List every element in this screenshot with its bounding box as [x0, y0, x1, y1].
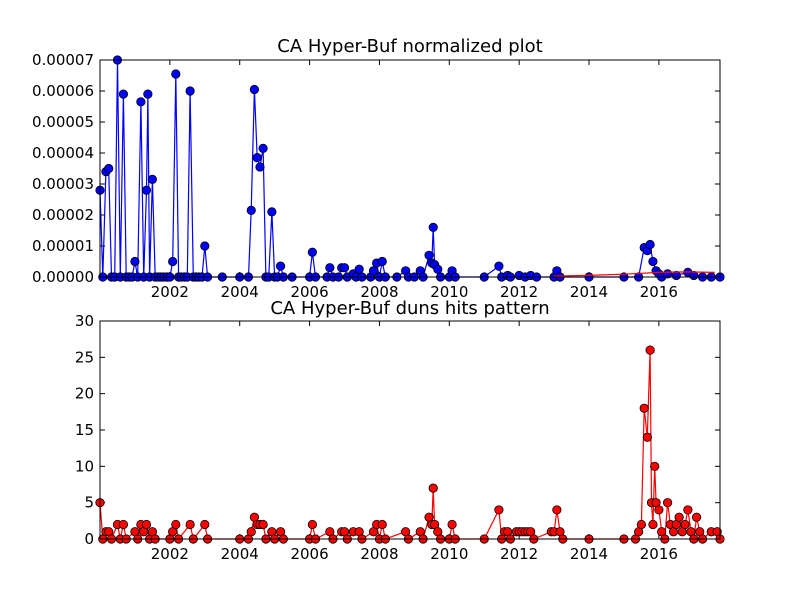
data-point	[118, 519, 129, 530]
duns-hits-frame	[99, 320, 721, 540]
duns-hits-chart: CA Hyper-Buf duns hits pattern 0 5 10 15 20 2…	[75, 298, 725, 563]
x-tick-label: 2010	[430, 283, 468, 301]
data-point	[645, 239, 655, 250]
data-point	[680, 519, 690, 530]
data-point	[447, 519, 457, 530]
duns-hits-area	[95, 345, 725, 544]
data-point	[252, 153, 262, 163]
data-point	[171, 69, 181, 79]
data-point	[325, 263, 335, 273]
normalized-plot-frame	[99, 59, 721, 278]
data-point	[339, 263, 350, 273]
data-point	[663, 498, 673, 508]
x-tick-label: 2016	[640, 545, 678, 563]
data-point	[689, 270, 699, 281]
data-point	[691, 512, 702, 522]
duns-hits-title: CA Hyper-Buf duns hits pattern	[270, 298, 549, 319]
normalized-plot-chart: CA Hyper-Buf normalized plot 0.000000.00…	[32, 36, 725, 301]
x-tick-label: 2008	[360, 545, 398, 563]
data-point	[552, 505, 562, 515]
data-point	[307, 247, 317, 257]
duns-hits-ticks: 0 5 10 15 20 25 30 2002 2004 2006 2008 2010 2012 2014…	[75, 312, 720, 563]
data-point	[424, 250, 434, 260]
data-point	[654, 505, 664, 515]
x-tick-label: 2014	[570, 545, 608, 563]
data-point	[642, 432, 652, 442]
y-tick-label: 0.00000	[32, 268, 94, 286]
data-point	[275, 261, 286, 271]
y-tick-label: 0.00002	[32, 206, 94, 224]
data-point	[185, 519, 195, 530]
data-point	[650, 461, 660, 471]
x-tick-label: 2014	[570, 283, 608, 301]
data-point	[258, 143, 268, 153]
x-tick-label: 2016	[640, 283, 678, 301]
y-tick-label: 20	[75, 385, 94, 403]
data-point	[428, 222, 438, 232]
data-point	[258, 519, 268, 530]
normalized-plot-title: CA Hyper-Buf normalized plot	[277, 36, 542, 57]
data-point	[141, 519, 152, 530]
data-point	[168, 256, 178, 267]
y-tick-label: 0.00005	[32, 113, 94, 131]
data-point	[645, 345, 655, 355]
data-point	[200, 241, 210, 251]
x-tick-label: 2004	[221, 545, 259, 563]
y-tick-label: 0.00006	[32, 82, 94, 100]
data-point	[246, 527, 256, 537]
x-tick-label: 2006	[290, 283, 328, 301]
data-point	[674, 512, 684, 522]
y-tick-label: 25	[75, 348, 94, 366]
data-point	[246, 205, 256, 215]
y-tick-label: 5	[84, 494, 94, 512]
y-tick-label: 10	[75, 457, 94, 475]
data-point	[639, 403, 649, 413]
x-tick-label: 2006	[290, 545, 328, 563]
data-point	[200, 519, 210, 530]
data-point	[354, 264, 364, 274]
y-tick-label: 0.00003	[32, 175, 94, 193]
data-point	[648, 256, 658, 267]
data-point	[255, 162, 265, 172]
data-point	[147, 174, 157, 184]
x-tick-label: 2008	[360, 283, 398, 301]
x-tick-label: 2004	[221, 283, 259, 301]
y-tick-label: 0.00007	[32, 51, 94, 69]
x-tick-label: 2002	[151, 545, 189, 563]
data-point	[377, 519, 387, 530]
data-point	[671, 270, 681, 281]
y-tick-label: 30	[75, 312, 94, 330]
data-point	[118, 89, 129, 99]
data-point	[368, 266, 379, 276]
y-tick-label: 0	[84, 530, 94, 548]
data-point	[494, 261, 504, 271]
data-point	[141, 185, 152, 195]
x-tick-label: 2012	[500, 545, 538, 563]
data-point	[636, 519, 647, 530]
y-tick-label: 0.00001	[32, 237, 94, 255]
data-point	[104, 163, 114, 174]
data-point	[267, 207, 277, 217]
data-point	[648, 519, 658, 530]
data-point	[433, 264, 443, 274]
data-point	[185, 86, 195, 96]
y-tick-label: 0.00004	[32, 144, 94, 162]
trend-line	[554, 271, 715, 277]
data-point	[249, 84, 259, 95]
y-tick-label: 15	[75, 421, 94, 439]
x-tick-label: 2010	[430, 545, 468, 563]
data-point	[171, 519, 181, 530]
data-point	[143, 89, 153, 99]
data-point	[130, 256, 140, 267]
data-point	[428, 483, 438, 493]
data-point	[494, 505, 504, 515]
normalized-plot-ticks: 0.00000 0.00001 0.00002 0.00003 0.00004 0.000…	[32, 51, 720, 301]
data-point	[683, 505, 693, 515]
data-point	[307, 519, 317, 530]
x-tick-label: 2002	[151, 283, 189, 301]
data-point	[136, 97, 146, 107]
data-point	[377, 256, 387, 267]
x-tick-label: 2012	[500, 283, 538, 301]
